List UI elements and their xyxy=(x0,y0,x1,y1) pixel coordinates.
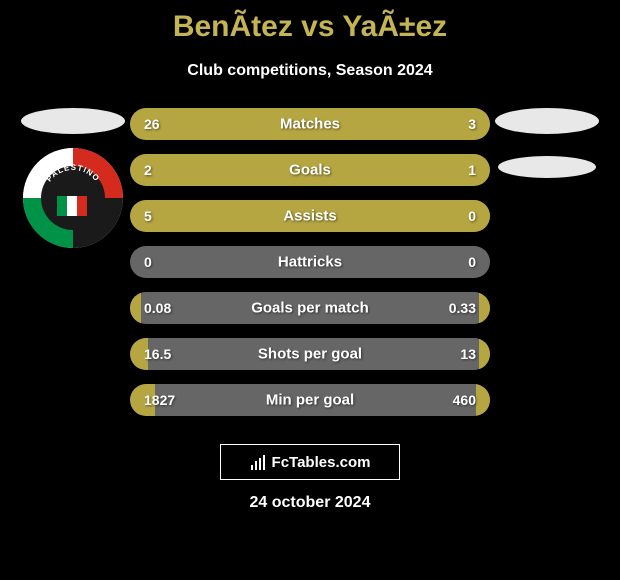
stat-value-right: 0.33 xyxy=(449,300,476,316)
stat-bars: Matches263Goals21Assists50Hattricks00Goa… xyxy=(130,108,490,430)
stat-value-left: 0 xyxy=(144,254,152,270)
stat-row: Shots per goal16.5 13 xyxy=(130,338,490,370)
stat-label: Goals xyxy=(130,162,490,179)
stat-label: Matches xyxy=(130,116,490,133)
date-text: 24 october 2024 xyxy=(0,494,620,512)
player-ellipse-right-2 xyxy=(498,156,596,178)
stat-row: Goals per match0.08 0.33 xyxy=(130,292,490,324)
player-ellipse-left xyxy=(21,108,125,134)
stat-value-right: 1 xyxy=(468,162,476,178)
page-title: BenÃ­tez vs YaÃ±ez xyxy=(0,0,620,44)
stat-value-left: 1827 xyxy=(144,392,175,408)
stat-row: Min per goal1827 460 xyxy=(130,384,490,416)
fctables-text: FcTables.com xyxy=(272,454,371,471)
stat-label: Shots per goal xyxy=(130,346,490,363)
stat-row: Matches26 3 xyxy=(130,108,490,140)
fctables-watermark[interactable]: FcTables.com xyxy=(220,444,400,480)
stat-row: Hattricks0 0 xyxy=(130,246,490,278)
subtitle: Club competitions, Season 2024 xyxy=(0,62,620,80)
stat-value-right: 460 xyxy=(453,392,476,408)
chart-area: PALESTINO Matches263Goals21Assists50Hatt… xyxy=(0,108,620,430)
stat-label: Min per goal xyxy=(130,392,490,409)
stat-value-right: 0 xyxy=(468,208,476,224)
comparison-card: BenÃ­tez vs YaÃ±ez Club competitions, Se… xyxy=(0,0,620,580)
stat-value-right: 13 xyxy=(460,346,476,362)
stat-value-right: 3 xyxy=(468,116,476,132)
right-player-col xyxy=(490,108,610,178)
stat-label: Assists xyxy=(130,208,490,225)
left-player-col: PALESTINO xyxy=(10,108,130,248)
stat-value-left: 0.08 xyxy=(144,300,171,316)
player-ellipse-right-1 xyxy=(495,108,599,134)
stat-value-right: 0 xyxy=(468,254,476,270)
stat-label: Goals per match xyxy=(130,300,490,317)
stat-row: Assists5 0 xyxy=(130,200,490,232)
club-badge-palestino: PALESTINO xyxy=(23,148,123,248)
stat-label: Hattricks xyxy=(130,254,490,271)
stat-row: Goals2 1 xyxy=(130,154,490,186)
stat-value-left: 2 xyxy=(144,162,152,178)
stat-value-left: 26 xyxy=(144,116,160,132)
fctables-icon xyxy=(250,453,268,471)
stat-value-left: 5 xyxy=(144,208,152,224)
stat-value-left: 16.5 xyxy=(144,346,171,362)
